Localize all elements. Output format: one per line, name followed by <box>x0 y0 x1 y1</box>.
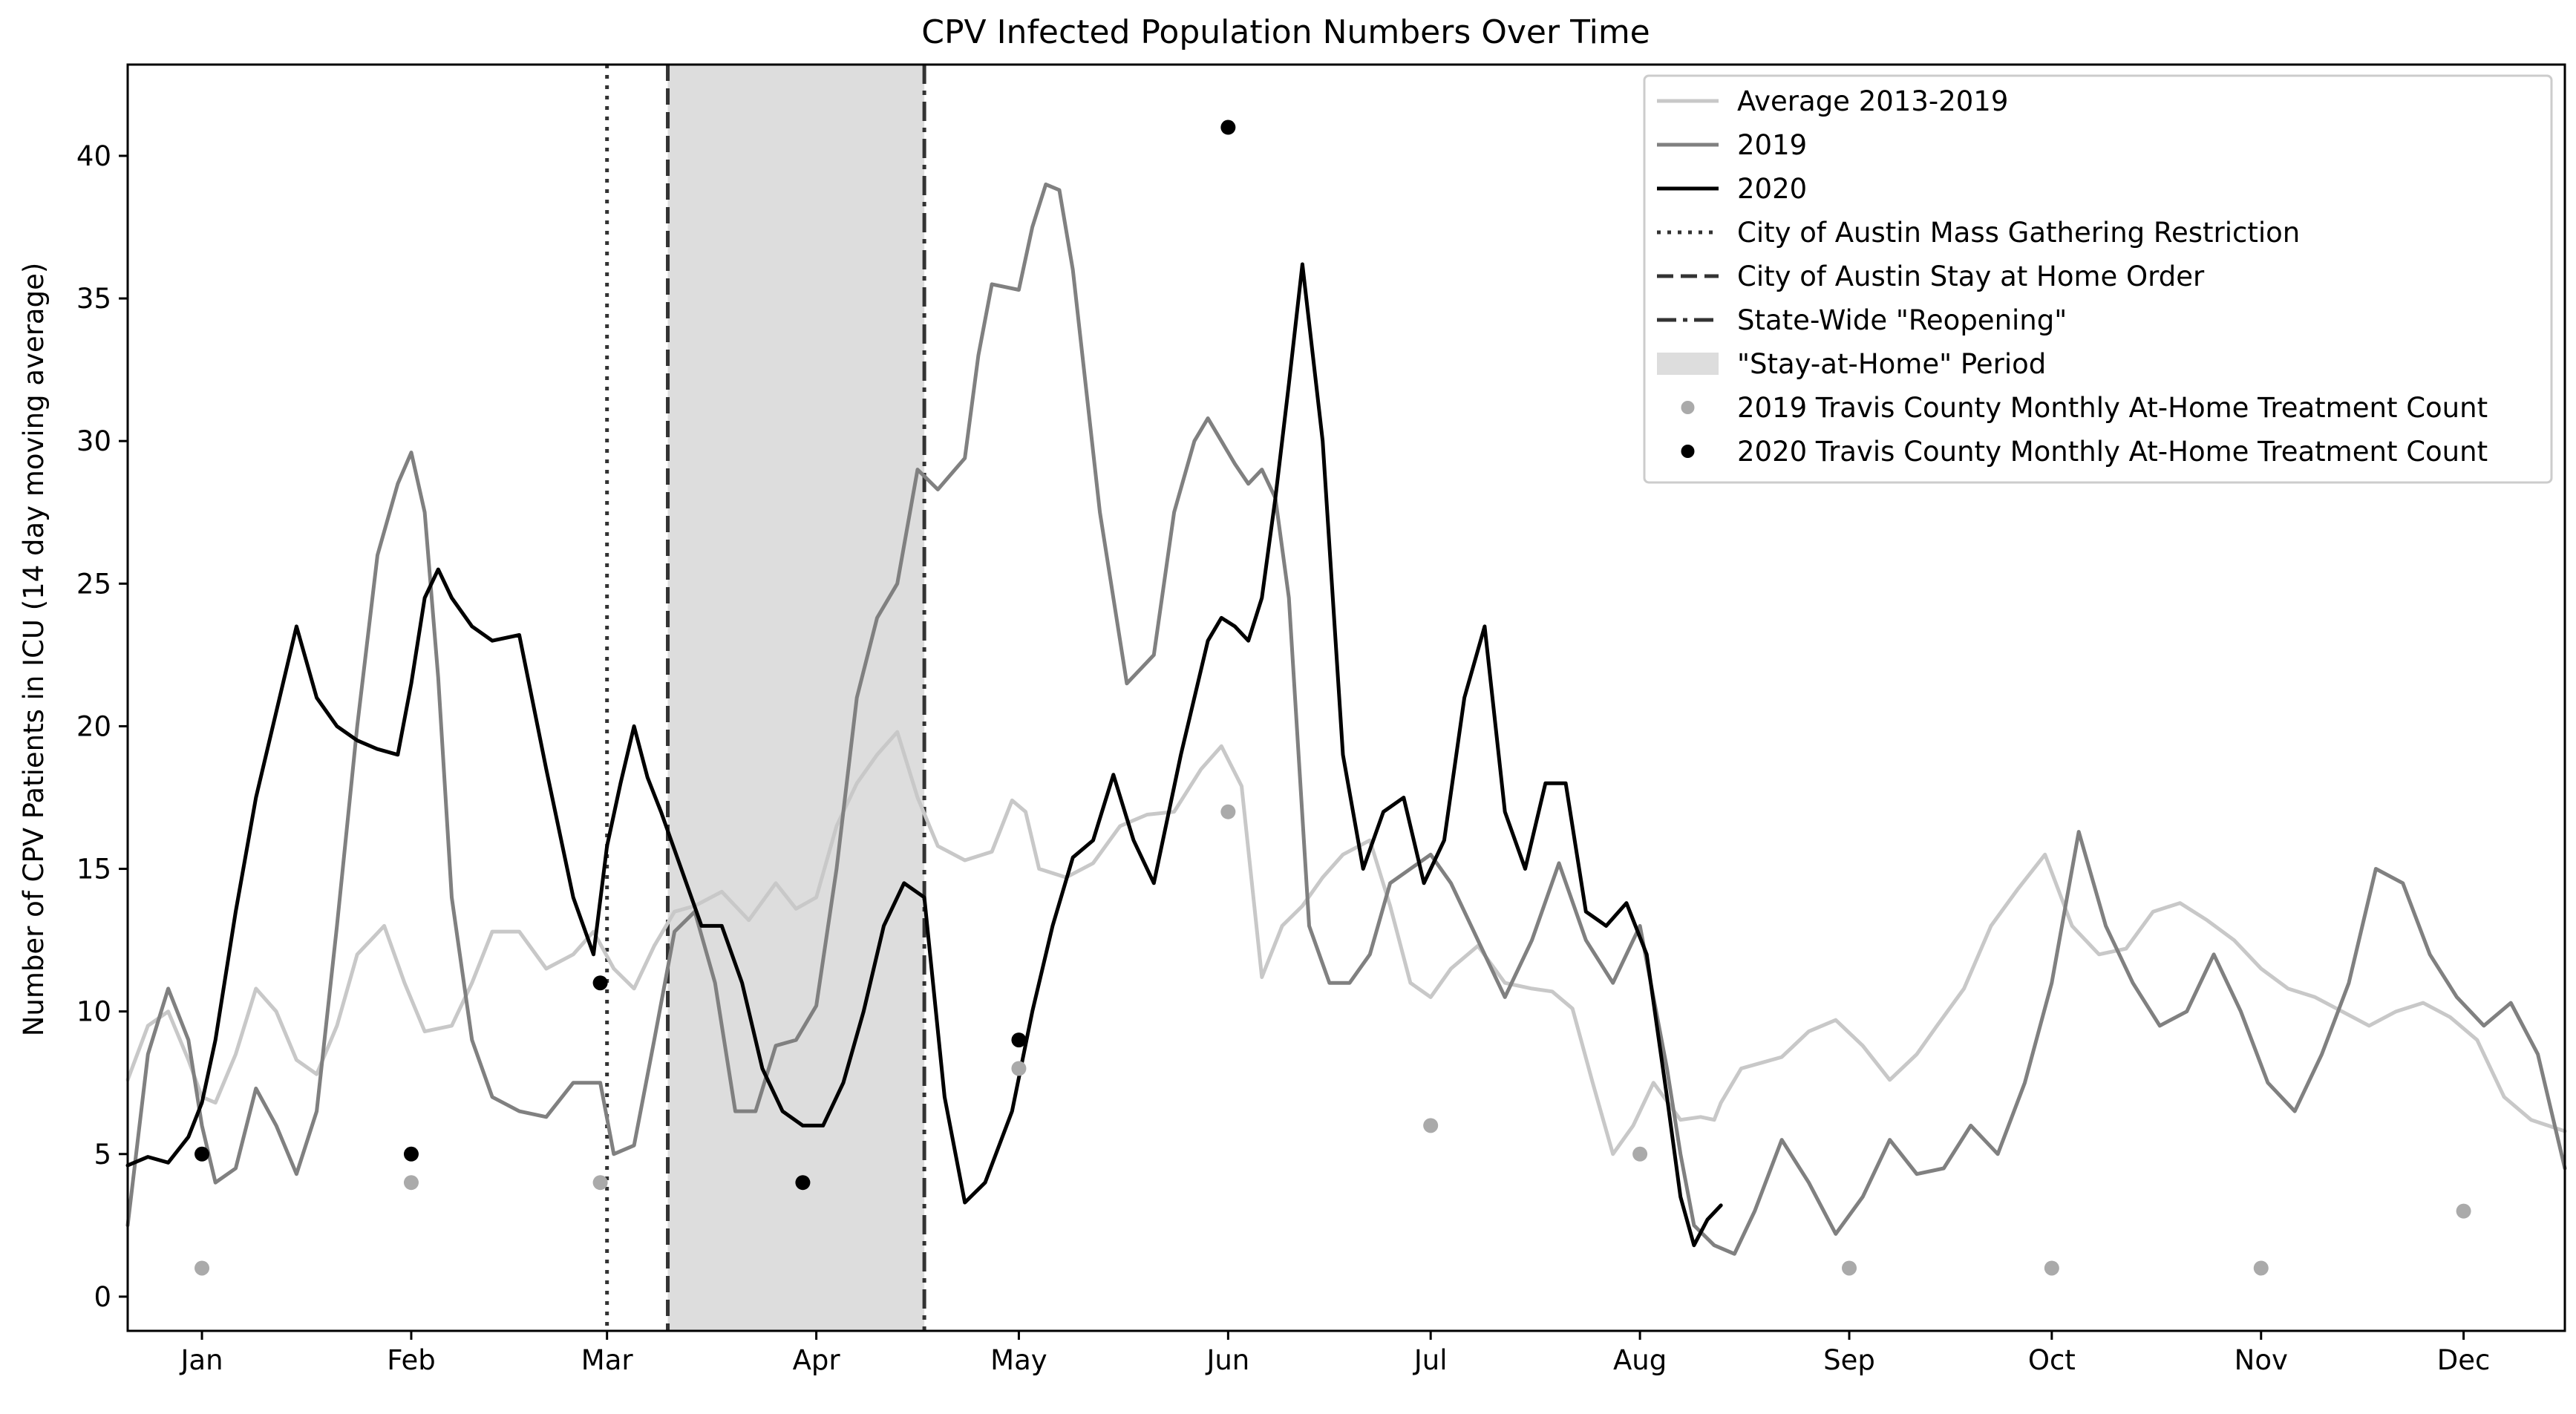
x-tick-label: Dec <box>2437 1344 2491 1376</box>
y-tick-label: 5 <box>94 1139 111 1171</box>
series-line-average-2013-2019 <box>125 730 2567 1156</box>
x-tick-label: Jan <box>180 1344 223 1376</box>
chart-title: CPV Infected Population Numbers Over Tim… <box>921 13 1650 51</box>
legend-label: 2020 Travis County Monthly At-Home Treat… <box>1737 436 2488 468</box>
y-tick-label: 40 <box>76 140 111 172</box>
x-tick-label: Jul <box>1413 1344 1448 1376</box>
point-2019-at-home <box>1632 1146 1648 1162</box>
legend-label: State-Wide "Reopening" <box>1737 304 2067 336</box>
x-tick-label: Mar <box>581 1344 634 1376</box>
legend-swatch <box>1681 401 1695 414</box>
series-line-2020 <box>125 262 1723 1248</box>
y-tick-label: 25 <box>76 568 111 600</box>
point-2020-at-home <box>1220 120 1236 135</box>
plot-area: 0 5 10 15 20 25 30 35 40 Jan Feb Mar Apr May Jun Jul Aug… <box>76 63 2567 1376</box>
legend-swatch <box>1681 445 1695 458</box>
point-2020-at-home <box>795 1175 811 1191</box>
point-2019-at-home <box>1011 1061 1027 1076</box>
y-axis-label: Number of CPV Patients in ICU (14 day mo… <box>18 263 50 1037</box>
x-tick-label: Feb <box>387 1344 436 1376</box>
x-tick-label: Oct <box>2028 1344 2076 1376</box>
x-tick-label: Jun <box>1205 1344 1249 1376</box>
point-2019-at-home <box>403 1175 419 1191</box>
legend-label: 2019 Travis County Monthly At-Home Treat… <box>1737 392 2488 424</box>
y-tick-label: 10 <box>76 996 111 1028</box>
y-tick-label: 20 <box>76 710 111 742</box>
series-line-2019 <box>125 182 2567 1256</box>
legend-label: City of Austin Stay at Home Order <box>1737 261 2205 292</box>
point-2020-at-home <box>194 1146 210 1162</box>
legend-label: Average 2013-2019 <box>1737 85 2008 117</box>
legend-label: "Stay-at-Home" Period <box>1737 348 2046 380</box>
point-2019-at-home <box>194 1260 210 1276</box>
legend-label: City of Austin Mass Gathering Restrictio… <box>1737 217 2300 249</box>
point-2019-at-home <box>2253 1260 2269 1276</box>
x-tick-label: Aug <box>1613 1344 1667 1376</box>
point-2019-at-home <box>1220 804 1236 819</box>
x-tick-label: Sep <box>1823 1344 1875 1376</box>
point-2020-at-home <box>1011 1032 1027 1048</box>
legend-label: 2020 <box>1737 173 1807 205</box>
point-2019-at-home <box>2456 1203 2471 1219</box>
plot-frame <box>126 63 2566 1332</box>
shaded-region-stay-at-home <box>667 65 925 1331</box>
y-tick-label: 0 <box>94 1281 111 1313</box>
x-tick-label: Apr <box>793 1344 841 1376</box>
x-tick-label: Nov <box>2235 1344 2288 1376</box>
point-2019-at-home <box>592 1175 608 1191</box>
point-2019-at-home <box>1842 1260 1857 1276</box>
point-2020-at-home <box>592 975 608 991</box>
y-tick-label: 15 <box>76 854 111 886</box>
legend-swatch <box>1657 353 1719 375</box>
point-2019-at-home <box>1423 1118 1439 1133</box>
y-tick-label: 35 <box>76 283 111 315</box>
point-2020-at-home <box>403 1146 419 1162</box>
legend <box>1643 74 2553 484</box>
x-tick-label: May <box>990 1344 1047 1376</box>
point-2019-at-home <box>2044 1260 2059 1276</box>
legend-label: 2019 <box>1737 129 1807 161</box>
y-tick-label: 30 <box>76 425 111 457</box>
